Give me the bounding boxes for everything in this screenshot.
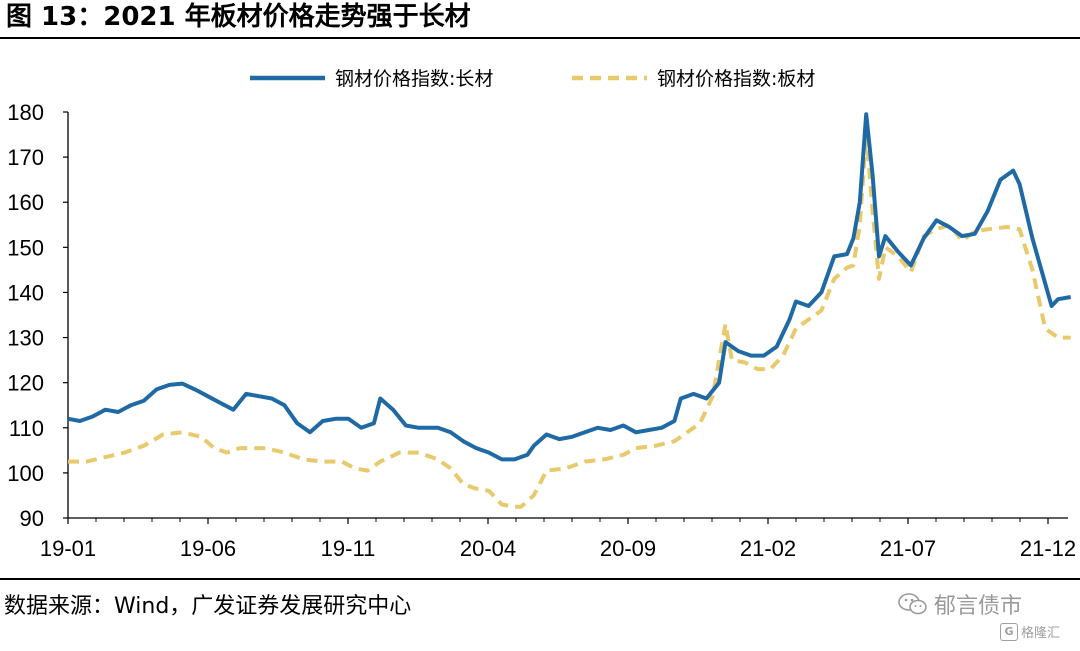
x-tick-label: 21-12 [1020,536,1076,561]
title-rule [0,37,1080,39]
y-tick-label: 90 [20,506,44,531]
y-tick-label: 160 [7,190,44,215]
y-tick-label: 150 [7,235,44,260]
x-tick-label: 21-02 [740,536,796,561]
wechat-icon [898,593,927,615]
x-tick-label: 21-07 [880,536,936,561]
y-tick-label: 110 [9,416,44,441]
y-tick-label: 170 [7,145,44,170]
y-tick-label: 140 [7,280,44,305]
x-tick-label: 19-01 [40,536,96,561]
source-note: 数据来源：Wind，广发证券发展研究中心 [4,594,412,619]
legend: 钢材价格指数:长材 钢材价格指数:板材 [250,68,815,90]
watermark: 郁言债市 [898,588,1022,620]
y-tick-label: 130 [7,326,44,351]
bottom-rule [0,578,1080,580]
x-tick-label: 19-06 [180,536,236,561]
legend-label-plate-steel: 钢材价格指数:板材 [657,68,815,90]
axes: 90 100 110 120 130 140 150 160 170 180 19-01 19-06 1… [7,100,1076,561]
watermark-text: 郁言债市 [934,594,1023,619]
watermark-sub: G 格隆汇 [1000,622,1060,641]
line-chart: 90 100 110 120 130 140 150 160 170 180 19-01 19-06 1… [7,68,1076,561]
y-tick-label: 120 [7,371,44,396]
y-tick-label: 100 [7,461,44,486]
gelonghui-logo-icon: G [1000,622,1018,641]
figure-title: 图 13：2021 年板材价格走势强于长材 [6,2,471,32]
series-line-long-steel [67,112,1072,462]
series-layer [67,112,1072,509]
x-tick-label: 19-11 [321,536,376,561]
series-line-plate-steel [68,130,1071,509]
y-tick-label: 180 [7,100,44,125]
legend-label-long-steel: 钢材价格指数:长材 [335,68,493,90]
x-tick-label: 20-04 [460,536,516,561]
x-tick-label: 20-09 [600,536,656,561]
watermark-sub-text: 格隆汇 [1021,626,1061,641]
